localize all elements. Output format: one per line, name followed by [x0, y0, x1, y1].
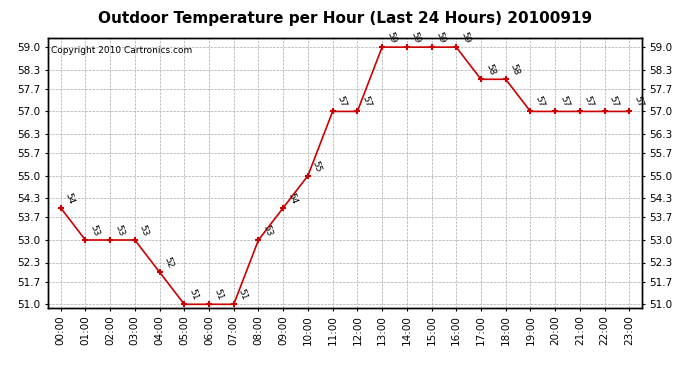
- Text: 57: 57: [360, 95, 373, 109]
- Text: 59: 59: [435, 31, 447, 45]
- Text: 53: 53: [262, 224, 274, 237]
- Text: 59: 59: [410, 31, 422, 45]
- Text: 51: 51: [187, 288, 199, 302]
- Text: 59: 59: [385, 31, 397, 45]
- Text: Outdoor Temperature per Hour (Last 24 Hours) 20100919: Outdoor Temperature per Hour (Last 24 Ho…: [98, 11, 592, 26]
- Text: 57: 57: [632, 95, 644, 109]
- Text: 51: 51: [212, 288, 224, 302]
- Text: Copyright 2010 Cartronics.com: Copyright 2010 Cartronics.com: [51, 46, 193, 55]
- Text: 54: 54: [63, 192, 76, 205]
- Text: 57: 57: [608, 95, 620, 109]
- Text: 52: 52: [163, 256, 175, 270]
- Text: 55: 55: [311, 159, 324, 173]
- Text: 57: 57: [533, 95, 546, 109]
- Text: 57: 57: [583, 95, 595, 109]
- Text: 51: 51: [237, 288, 249, 302]
- Text: 53: 53: [88, 224, 101, 237]
- Text: 57: 57: [335, 95, 348, 109]
- Text: 58: 58: [509, 63, 521, 77]
- Text: 59: 59: [460, 31, 472, 45]
- Text: 54: 54: [286, 192, 299, 205]
- Text: 53: 53: [138, 224, 150, 237]
- Text: 58: 58: [484, 63, 496, 77]
- Text: 53: 53: [113, 224, 126, 237]
- Text: 57: 57: [558, 95, 571, 109]
